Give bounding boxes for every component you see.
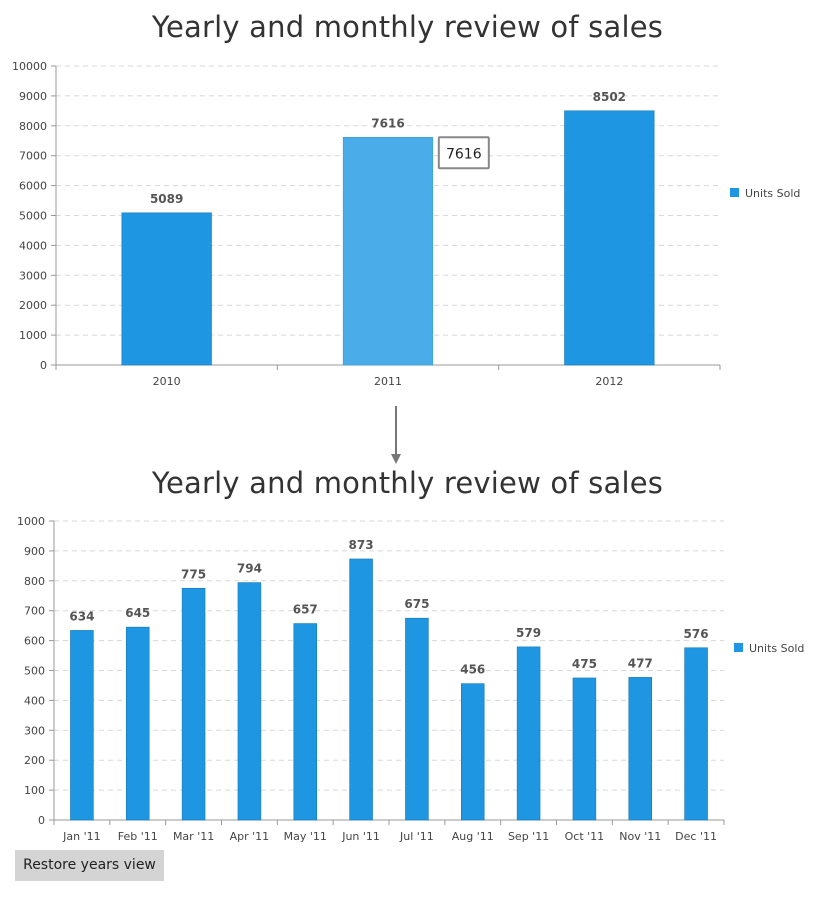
y-tick-label: 0 <box>40 359 47 372</box>
x-tick-label: 2011 <box>374 375 402 388</box>
bar-dec11[interactable] <box>684 647 708 821</box>
legend-label: Units Sold <box>745 187 800 200</box>
y-tick-label: 6000 <box>19 180 47 193</box>
tooltip-box <box>437 136 490 170</box>
tooltip-text: 7616 <box>446 146 482 162</box>
chart-title-yearly: Yearly and monthly review of sales <box>151 10 664 44</box>
y-tick-label: 8000 <box>19 120 47 133</box>
x-tick-label: Apr '11 <box>230 830 270 843</box>
legend-label: Units Sold <box>749 642 804 655</box>
data-label: 873 <box>349 538 374 552</box>
legend-swatch <box>730 188 739 197</box>
y-tick-label: 10000 <box>12 60 47 73</box>
yearly-sales-chart: 0 1000 2000 3000 4000 5000 6000 7000 8000 9000 100… <box>12 60 800 388</box>
y-tick-label: 2000 <box>19 299 47 312</box>
x-tick-label: Jan '11 <box>62 830 100 843</box>
y-tick-label: 9000 <box>19 90 47 103</box>
data-label: 645 <box>125 606 150 620</box>
bar-mar11[interactable] <box>181 587 206 821</box>
x-tick-label: Feb '11 <box>118 830 158 843</box>
data-label: 634 <box>69 609 94 623</box>
bar-nov11[interactable] <box>628 677 652 821</box>
y-tick-label: 700 <box>24 605 45 618</box>
y-tick-label: 0 <box>38 814 45 827</box>
bar-oct11[interactable] <box>572 677 597 821</box>
x-tick-label: Dec '11 <box>675 830 717 843</box>
bar-2012[interactable] <box>564 110 655 366</box>
y-tick-label: 3000 <box>19 269 47 282</box>
bar-apr11[interactable] <box>237 582 262 821</box>
y-tick-label: 300 <box>24 724 45 737</box>
x-tick-label: Nov '11 <box>619 830 661 843</box>
data-label: 7616 <box>371 116 404 130</box>
y-tick-label: 900 <box>24 545 45 558</box>
data-label: 8502 <box>593 90 626 104</box>
bar-jul11[interactable] <box>405 617 429 821</box>
y-tick-label: 7000 <box>19 150 47 163</box>
drilldown-arrow-icon <box>391 406 401 464</box>
x-tick-label: Sep '11 <box>508 830 549 843</box>
bar-sep11[interactable] <box>516 646 541 821</box>
bar-aug11[interactable] <box>461 683 485 821</box>
x-tick-label: Aug '11 <box>452 830 494 843</box>
y-tick-label: 600 <box>24 635 45 648</box>
data-label: 657 <box>293 603 318 617</box>
x-tick-label: Oct '11 <box>565 830 605 843</box>
bar-may11[interactable] <box>293 623 317 821</box>
data-label: 675 <box>404 597 429 611</box>
data-label: 579 <box>516 626 541 640</box>
chart-title-monthly: Yearly and monthly review of sales <box>151 466 664 500</box>
chart-0-plot: 0 1000 2000 3000 4000 5000 6000 7000 8000 9000 100… <box>12 60 721 388</box>
legend[interactable]: Units Sold <box>734 642 804 655</box>
y-tick-label: 100 <box>24 784 45 797</box>
x-tick-label: Mar '11 <box>173 830 214 843</box>
data-label: 794 <box>237 562 262 576</box>
bar-2010[interactable] <box>121 212 212 366</box>
x-tick-label: 2012 <box>595 375 623 388</box>
y-tick-label: 400 <box>24 694 45 707</box>
y-tick-label: 200 <box>24 754 45 767</box>
y-tick-label: 500 <box>24 665 45 678</box>
x-tick-label: May '11 <box>284 830 327 843</box>
y-tick-label: 4000 <box>19 239 47 252</box>
data-label: 775 <box>181 567 206 581</box>
legend-swatch <box>734 643 743 652</box>
chart-1-plot: 0 100 200 300 400 500 600 700 800 900 1000 634 Jan '… <box>17 515 725 843</box>
data-label: 576 <box>684 627 709 641</box>
data-label: 475 <box>572 657 597 671</box>
y-tick-label: 800 <box>24 575 45 588</box>
data-label: 5089 <box>150 192 183 206</box>
bar-jun11[interactable] <box>349 558 373 821</box>
y-tick-label: 5000 <box>19 210 47 223</box>
bar-jan11[interactable] <box>70 630 94 821</box>
y-tick-label: 1000 <box>19 329 47 342</box>
bar-feb11[interactable] <box>126 626 150 821</box>
y-tick-label: 1000 <box>17 515 45 528</box>
data-label: 477 <box>628 656 653 670</box>
restore-years-view-button[interactable]: Restore years view <box>15 850 164 881</box>
x-tick-label: 2010 <box>153 375 181 388</box>
data-label: 456 <box>460 663 485 677</box>
x-tick-label: Jul '11 <box>399 830 434 843</box>
bar-2011[interactable] <box>342 136 434 366</box>
x-tick-label: Jun '11 <box>341 830 380 843</box>
legend[interactable]: Units Sold <box>730 187 800 200</box>
tooltip: 7616 <box>437 136 490 170</box>
